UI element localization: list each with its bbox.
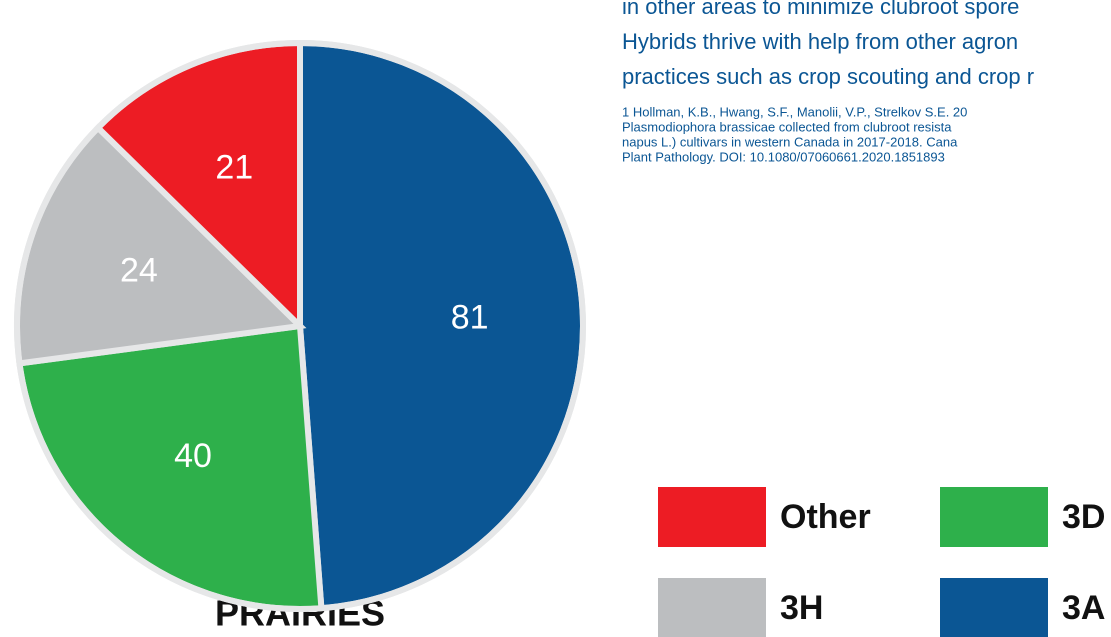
slice-label: 40 [174, 437, 212, 475]
pie-slice [16, 322, 325, 612]
legend-label: 3D [1062, 498, 1105, 536]
legend-swatch [940, 487, 1048, 547]
legend-label: 3H [780, 589, 823, 627]
pie-outline [14, 40, 586, 612]
legend-swatch [940, 578, 1048, 637]
legend-label: Other [780, 498, 871, 536]
body-text: practices such as crop scouting and crop… [622, 64, 1034, 89]
legend-swatch [658, 487, 766, 547]
reference-text: 1 Hollman, K.B., Hwang, S.F., Manolii, V… [622, 104, 967, 119]
pie-slice [297, 39, 586, 612]
slice-label: 81 [451, 299, 489, 337]
body-text: Hybrids thrive with help from other agro… [622, 29, 1018, 54]
reference-text: Plant Pathology. DOI: 10.1080/07060661.2… [622, 149, 945, 164]
slice-label: 21 [215, 148, 253, 186]
legend-label: 3A [1062, 589, 1105, 627]
reference-text: napus L.) cultivars in western Canada in… [622, 134, 958, 149]
body-text: in other areas to minimize clubroot spor… [622, 0, 1019, 19]
slice-label: 24 [120, 251, 158, 289]
reference-text: Plasmodiophora brassicae collected from … [622, 119, 952, 134]
legend-swatch [658, 578, 766, 637]
